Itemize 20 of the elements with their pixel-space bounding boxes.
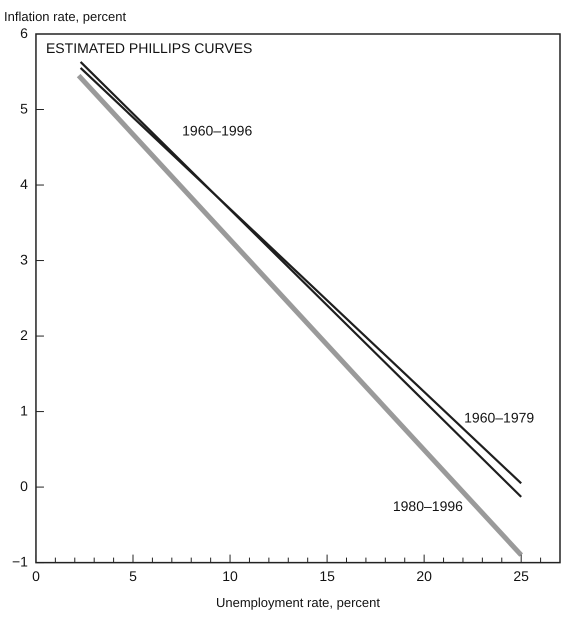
x-tick-label: 20 <box>416 568 432 584</box>
chart-title: ESTIMATED PHILLIPS CURVES <box>46 40 252 56</box>
series-label: 1960–1996 <box>182 122 252 139</box>
x-tick-label: 5 <box>129 568 138 584</box>
y-tick-label: 0 <box>20 478 28 494</box>
y-tick-label: 2 <box>20 326 28 343</box>
series-label: 1980–1996 <box>392 498 464 514</box>
y-tick-label: 4 <box>20 176 28 192</box>
y-tick-label: 5 <box>20 100 28 116</box>
y-tick-label: 6 <box>20 24 28 41</box>
x-tick-label: 25 <box>513 568 530 584</box>
x-tick-label: 10 <box>222 568 238 584</box>
series-label: 1960–1979 <box>464 409 534 426</box>
x-tick-label: 0 <box>32 568 40 584</box>
y-tick-label: 3 <box>20 251 28 268</box>
y-tick-label: 1 <box>20 402 28 418</box>
y-axis-title: Inflation rate, percent <box>4 9 127 24</box>
y-tick-label: −1 <box>12 553 28 570</box>
x-axis-title: Unemployment rate, percent <box>216 594 380 610</box>
x-tick-label: 15 <box>319 568 336 584</box>
